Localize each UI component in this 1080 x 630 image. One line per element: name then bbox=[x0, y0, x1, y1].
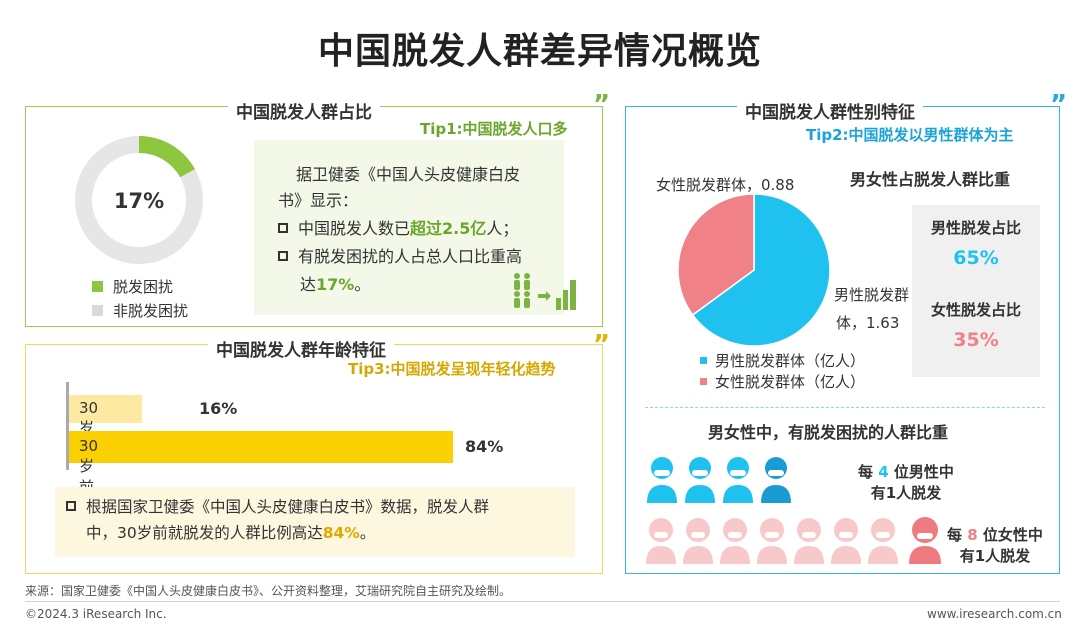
website: www.iresearch.com.cn bbox=[927, 607, 1062, 621]
divider bbox=[645, 407, 1045, 408]
note-text: 。 bbox=[359, 524, 376, 542]
female-people-row bbox=[645, 516, 945, 570]
age-note-line2: 中，30岁前就脱发的人群比例高达84%。 bbox=[86, 523, 375, 545]
legend-swatch bbox=[92, 281, 103, 292]
share-text-line2: 书》显示： bbox=[278, 191, 359, 210]
gender-panel-title: 中国脱发人群性别特征 bbox=[737, 98, 923, 123]
bar-axis bbox=[66, 382, 69, 470]
legend-swatch bbox=[700, 357, 707, 364]
bullet-text: 有脱发困扰的人占总人口比重高 bbox=[298, 247, 523, 266]
age-bar-value: 16% bbox=[199, 399, 238, 418]
age-note-line1: 根据国家卫健委《中国人头皮健康白皮书》数据，脱发人群 bbox=[66, 497, 489, 519]
age-panel-title: 中国脱发人群年龄特征 bbox=[208, 336, 394, 361]
bullet-text: 中国脱发人数已 bbox=[298, 219, 411, 238]
bullet-text: 。 bbox=[354, 275, 371, 294]
copyright: ©2024.3 iResearch Inc. bbox=[25, 607, 167, 621]
pie-slice-male bbox=[691, 193, 831, 347]
legend-label: 非脱发困扰 bbox=[113, 302, 189, 320]
legend-label: 脱发困扰 bbox=[113, 278, 174, 296]
quote-icon: ” bbox=[593, 330, 611, 360]
pie-label-female: 女性脱发群体，0.88 bbox=[656, 176, 795, 194]
legend-item-female: 女性脱发群体（亿人） bbox=[700, 371, 865, 392]
note-text: 位男性中 bbox=[888, 463, 954, 481]
male-person-icons bbox=[647, 457, 791, 503]
bullet-icon bbox=[278, 223, 288, 233]
donut-slice-trouble bbox=[139, 136, 196, 178]
female-ratio-label: 女性脱发占比 bbox=[930, 301, 1021, 319]
share-bullet-2-cont: 达17%。 bbox=[300, 274, 370, 296]
pie-slice-female bbox=[677, 193, 755, 316]
female-person-icons bbox=[646, 517, 941, 564]
note-text: 每 bbox=[858, 463, 879, 481]
bullet-icon bbox=[278, 251, 288, 261]
footer-divider bbox=[25, 601, 1060, 602]
age-bar bbox=[69, 395, 143, 423]
legend-item-trouble: 脱发困扰 bbox=[92, 276, 173, 297]
bullet-text: 人； bbox=[486, 219, 519, 238]
donut-slices bbox=[74, 136, 203, 264]
note-text: 中，30岁前就脱发的人群比例高达 bbox=[86, 524, 323, 542]
male-note: 每 4 位男性中 有1人脱发 bbox=[858, 461, 954, 503]
quote-icon: ” bbox=[593, 90, 611, 120]
pie-label-male-2: 体，1.63 bbox=[836, 314, 900, 332]
age-bar-value: 84% bbox=[465, 437, 504, 456]
bullet-highlight: 超过2.5亿 bbox=[410, 219, 487, 238]
bullet-highlight: 17% bbox=[316, 275, 355, 294]
tip2: Tip2:中国脱发以男性群体为主 bbox=[806, 126, 1014, 144]
legend-item-no-trouble: 非脱发困扰 bbox=[92, 300, 188, 321]
male-people-row bbox=[645, 455, 795, 509]
note-text: 位女性中 bbox=[977, 526, 1043, 544]
source-note: 来源：国家卫健委《中国人头皮健康白皮书》、公开资料整理，艾瑞研究院自主研究及绘制… bbox=[25, 584, 512, 598]
gender-slices bbox=[677, 193, 831, 347]
age-bar bbox=[69, 431, 453, 463]
share-text-line1: 据卫健委《中国人头皮健康白皮 bbox=[296, 165, 521, 184]
note-text: 有1人脱发 bbox=[870, 484, 942, 502]
tip1: Tip1:中国脱发人口多 bbox=[420, 120, 568, 138]
share-bullet-1: 中国脱发人数已超过2.5亿人； bbox=[278, 218, 518, 240]
donut-center-label: 17% bbox=[114, 189, 164, 213]
note-text: 有1人脱发 bbox=[959, 547, 1031, 565]
tip3: Tip3:中国脱发呈现年轻化趋势 bbox=[348, 360, 556, 378]
share-text-box bbox=[254, 140, 564, 315]
bullet-icon bbox=[66, 501, 76, 511]
ratio-box: 男性脱发占比 65% 女性脱发占比 35% bbox=[912, 205, 1040, 377]
note-text: 根据国家卫健委《中国人头皮健康白皮书》数据，脱发人群 bbox=[86, 498, 490, 516]
note-number: 8 bbox=[967, 526, 978, 544]
ratio-title: 男女性占脱发人群比重 bbox=[850, 170, 1011, 189]
gender-pie-chart bbox=[677, 193, 831, 347]
page-title: 中国脱发人群差异情况概览 bbox=[317, 31, 762, 72]
legend-item-male: 男性脱发群体（亿人） bbox=[700, 350, 865, 371]
age-note-box bbox=[55, 487, 575, 557]
legend-swatch bbox=[700, 378, 707, 385]
male-ratio-value: 65% bbox=[953, 247, 999, 269]
quote-icon: ” bbox=[1050, 90, 1068, 120]
female-note: 每 8 位女性中 有1人脱发 bbox=[947, 524, 1043, 566]
note-text: 每 bbox=[947, 526, 968, 544]
share-donut-chart: 17% bbox=[74, 136, 203, 264]
female-ratio-value: 35% bbox=[953, 329, 999, 351]
male-ratio-label: 男性脱发占比 bbox=[930, 219, 1021, 237]
legend-swatch bbox=[92, 305, 103, 316]
bullet-text: 达 bbox=[300, 275, 317, 294]
note-number: 4 bbox=[878, 463, 889, 481]
people-growth-icon bbox=[514, 273, 576, 310]
legend-label: 男性脱发群体（亿人） bbox=[715, 352, 866, 370]
legend-label: 女性脱发群体（亿人） bbox=[715, 373, 866, 391]
pie-label-male-1: 男性脱发群 bbox=[834, 286, 910, 304]
share-panel-title: 中国脱发人群占比 bbox=[228, 98, 380, 123]
note-highlight: 84% bbox=[322, 524, 360, 542]
trouble-title: 男女性中，有脱发困扰的人群比重 bbox=[708, 423, 949, 442]
share-bullet-2: 有脱发困扰的人占总人口比重高 bbox=[278, 246, 522, 268]
